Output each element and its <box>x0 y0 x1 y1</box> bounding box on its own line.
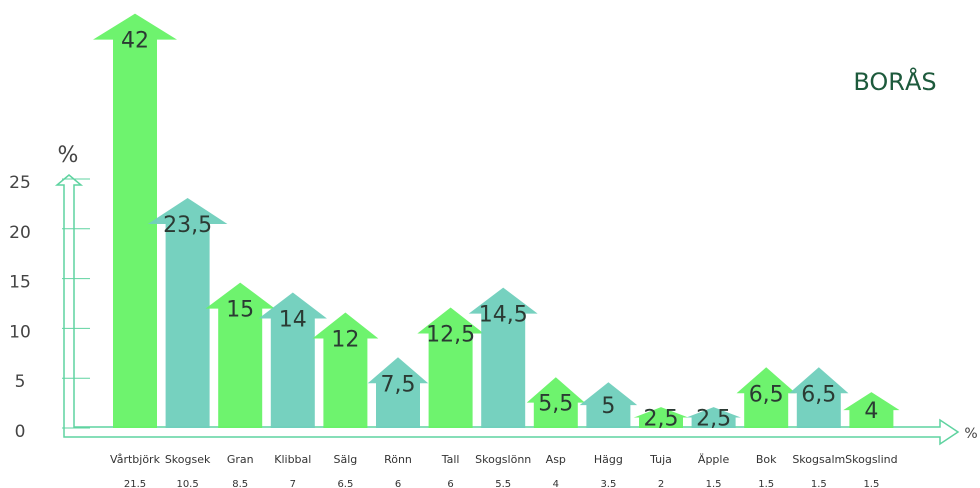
value-label: 12,5 <box>426 323 475 348</box>
category-label: Skogsalm <box>792 453 845 466</box>
secondary-value: 6.5 <box>337 479 353 488</box>
secondary-value: 1.5 <box>706 479 722 488</box>
arrow-bar <box>686 407 741 428</box>
y-tick-label: 25 <box>9 173 31 193</box>
value-label: 7,5 <box>381 372 416 397</box>
y-tick-label: 0 <box>15 422 26 442</box>
category-label: Gran <box>227 453 254 466</box>
secondary-value: 1.5 <box>811 479 827 488</box>
value-label: 15 <box>226 298 254 323</box>
value-label: 2,5 <box>644 407 679 432</box>
arrow-bar <box>258 292 327 428</box>
secondary-value: 10.5 <box>176 479 198 488</box>
secondary-value: 8.5 <box>232 479 248 488</box>
secondary-value: 6 <box>447 479 453 488</box>
arrow-bar <box>367 357 429 428</box>
category-label: Skogslönn <box>475 453 531 466</box>
value-label: 12 <box>331 327 359 352</box>
secondary-value: 1.5 <box>863 479 879 488</box>
arrow-bar <box>417 307 484 428</box>
category-label: Tall <box>441 453 460 466</box>
secondary-value: 4 <box>553 479 559 488</box>
arrow-bar <box>789 367 849 428</box>
category-label: Vårtbjörk <box>110 453 161 466</box>
value-label: 4 <box>864 399 878 424</box>
value-label: 23,5 <box>163 213 212 238</box>
value-label: 14 <box>279 308 307 333</box>
value-label: 6,5 <box>801 382 836 407</box>
y-axis-label: % <box>58 143 79 168</box>
arrow-bar <box>843 392 900 428</box>
secondary-value: 2 <box>658 479 664 488</box>
value-label: 5,5 <box>538 392 573 417</box>
category-label: Sälg <box>334 453 358 466</box>
arrow-bar <box>736 367 796 428</box>
arrow-bar <box>633 407 689 428</box>
arrow-bar <box>526 377 585 428</box>
axis-arrows <box>54 174 960 446</box>
value-label: 42 <box>121 29 149 54</box>
chart-title: BORÅS <box>853 67 936 96</box>
y-tick-label: 10 <box>9 322 31 342</box>
arrow-bar <box>205 282 275 428</box>
category-label: Tuja <box>649 453 672 466</box>
category-label: Klibbal <box>274 453 311 466</box>
secondary-value: 21.5 <box>124 479 146 488</box>
value-label: 14,5 <box>479 303 528 328</box>
category-label: Hägg <box>594 453 623 466</box>
arrow-bar <box>579 382 638 428</box>
category-label: Rönn <box>384 453 412 466</box>
secondary-value: 3.5 <box>600 479 616 488</box>
category-label: Bok <box>756 453 777 466</box>
secondary-value: 7 <box>290 479 296 488</box>
secondary-value: 1.5 <box>758 479 774 488</box>
arrow-bar <box>468 287 538 428</box>
secondary-value: 5.5 <box>495 479 511 488</box>
value-label: 2,5 <box>696 407 731 432</box>
secondary-value: 6 <box>395 479 401 488</box>
x-axis-label: % <box>964 426 977 442</box>
y-tick-label: 15 <box>9 273 31 293</box>
category-label: Asp <box>546 453 566 466</box>
category-label: Äpple <box>698 453 730 466</box>
value-label: 5 <box>601 394 615 419</box>
arrow-bar <box>312 312 379 428</box>
category-label: Skogslind <box>845 453 897 466</box>
y-tick-label: 5 <box>15 372 26 392</box>
arrow-bar <box>147 197 228 428</box>
y-tick-label: 20 <box>9 223 31 243</box>
axes <box>54 174 960 446</box>
value-label: 6,5 <box>749 382 784 407</box>
category-label: Skogsek <box>165 453 211 466</box>
arrow-bar <box>93 13 177 429</box>
